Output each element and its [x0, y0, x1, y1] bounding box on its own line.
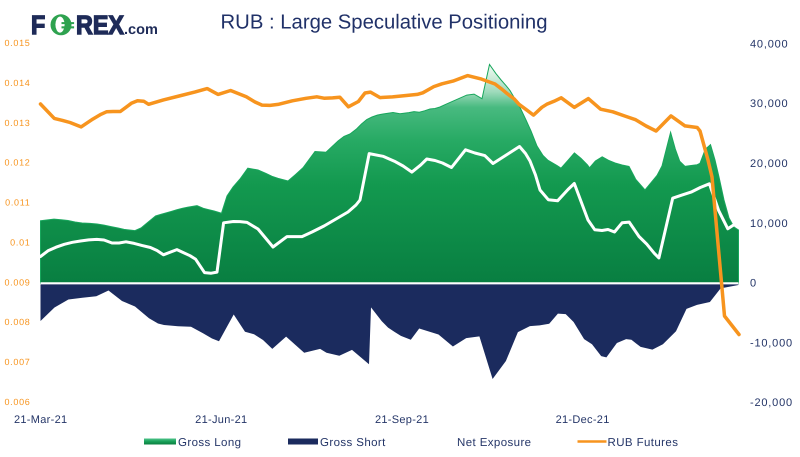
svg-text:REX: REX — [76, 10, 124, 40]
svg-text:30,000: 30,000 — [750, 98, 788, 110]
svg-text:0.015: 0.015 — [4, 38, 30, 48]
svg-text:21-Jun-21: 21-Jun-21 — [195, 414, 247, 426]
svg-text:0.006: 0.006 — [4, 397, 30, 407]
svg-text:10,000: 10,000 — [750, 218, 788, 230]
svg-text:F: F — [31, 10, 45, 40]
svg-text:0: 0 — [750, 278, 757, 290]
svg-text:Net Exposure: Net Exposure — [457, 437, 531, 449]
svg-text:Gross Long: Gross Long — [178, 437, 241, 449]
svg-text:Gross Short: Gross Short — [320, 437, 386, 449]
svg-text:-20,000: -20,000 — [750, 397, 793, 409]
svg-text:0.01: 0.01 — [10, 237, 30, 247]
svg-text:0.014: 0.014 — [4, 78, 30, 88]
svg-text:RUB : Large Speculative Positi: RUB : Large Speculative Positioning — [221, 12, 548, 34]
svg-text:0.009: 0.009 — [4, 277, 30, 287]
svg-text:0.008: 0.008 — [4, 317, 30, 327]
svg-text:21-Dec-21: 21-Dec-21 — [556, 414, 610, 426]
svg-text:0.011: 0.011 — [5, 198, 30, 208]
svg-text:-10,000: -10,000 — [750, 337, 793, 349]
svg-text:0.013: 0.013 — [4, 118, 30, 128]
svg-text:21-Mar-21: 21-Mar-21 — [14, 414, 67, 426]
svg-text:40,000: 40,000 — [750, 38, 788, 50]
svg-text:20,000: 20,000 — [750, 158, 788, 170]
svg-text:0.007: 0.007 — [4, 357, 30, 367]
svg-text:0.012: 0.012 — [4, 158, 30, 168]
svg-text:RUB Futures: RUB Futures — [608, 437, 679, 449]
svg-text:21-Sep-21: 21-Sep-21 — [375, 414, 429, 426]
svg-text:.com: .com — [124, 22, 158, 38]
